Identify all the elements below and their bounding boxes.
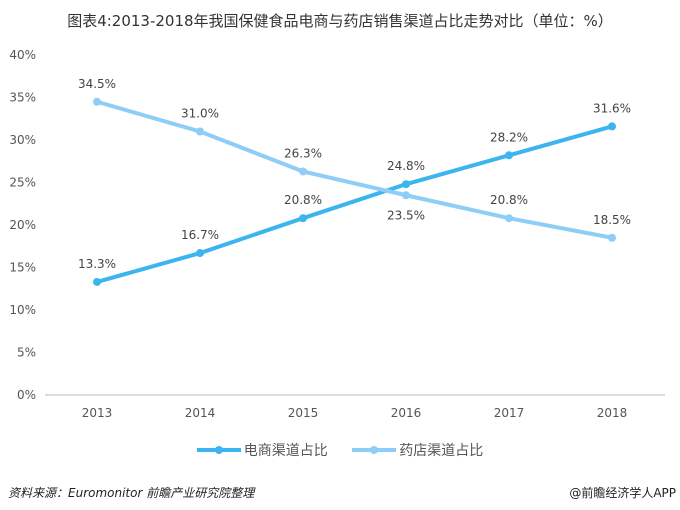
data-point	[608, 122, 616, 131]
data-label: 18.5%	[593, 213, 631, 227]
y-tick-label: 10%	[9, 303, 36, 317]
data-label: 16.7%	[181, 228, 219, 242]
x-tick-label: 2015	[288, 406, 319, 420]
data-point	[93, 97, 101, 106]
data-label: 20.8%	[284, 193, 322, 207]
data-point	[505, 214, 513, 223]
legend-marker-pharmacy	[352, 446, 397, 454]
x-tick-label: 2016	[391, 406, 422, 420]
data-point	[93, 277, 101, 286]
y-tick-label: 0%	[17, 388, 36, 402]
data-label: 28.2%	[490, 130, 528, 144]
x-tick-label: 2013	[82, 406, 113, 420]
legend-item-ecommerce[interactable]: 电商渠道占比	[196, 440, 328, 460]
data-point	[196, 249, 204, 258]
y-tick-label: 15%	[9, 261, 36, 275]
data-label: 26.3%	[284, 146, 322, 160]
data-point	[402, 191, 410, 200]
credit: @前瞻经济学人APP	[569, 486, 676, 500]
data-label: 20.8%	[490, 193, 528, 207]
y-tick-label: 35%	[9, 91, 36, 105]
y-tick-label: 30%	[9, 133, 36, 147]
data-point	[196, 127, 204, 136]
y-tick-label: 40%	[9, 48, 36, 62]
legend-label: 药店渠道占比	[399, 443, 484, 459]
line-chart: 0% 5% 10% 15% 20% 25% 30% 35% 40% 2013 2014 2015 201…	[9, 48, 665, 420]
legend-marker-ecommerce	[196, 446, 241, 454]
series-line-1	[96, 99, 613, 240]
data-point	[299, 167, 307, 176]
x-tick-label: 2014	[185, 406, 216, 420]
y-tick-label: 5%	[17, 346, 36, 360]
legend-item-pharmacy[interactable]: 药店渠道占比	[352, 440, 483, 460]
data-point	[505, 151, 513, 160]
data-label: 13.3%	[78, 257, 116, 271]
source-note: 资料来源：Euromonitor 前瞻产业研究院整理	[8, 486, 255, 500]
legend: 电商渠道占比 药店渠道占比	[0, 440, 680, 460]
data-label: 31.0%	[181, 107, 219, 121]
data-label: 34.5%	[78, 77, 116, 91]
x-tick-label: 2017	[494, 406, 525, 420]
x-tick-label: 2018	[597, 406, 628, 420]
data-point	[608, 233, 616, 242]
y-tick-label: 25%	[9, 176, 36, 190]
series-line-0	[96, 124, 613, 284]
chart-title: 图表4:2013-2018年我国保健食品电商与药店销售渠道占比走势对比（单位：%…	[67, 12, 613, 30]
data-label: 24.8%	[387, 159, 425, 173]
data-label: 23.5%	[387, 208, 425, 222]
data-point	[402, 180, 410, 189]
data-label: 31.6%	[593, 101, 631, 115]
legend-label: 电商渠道占比	[243, 443, 328, 459]
data-point	[299, 214, 307, 223]
y-tick-label: 20%	[9, 218, 36, 232]
